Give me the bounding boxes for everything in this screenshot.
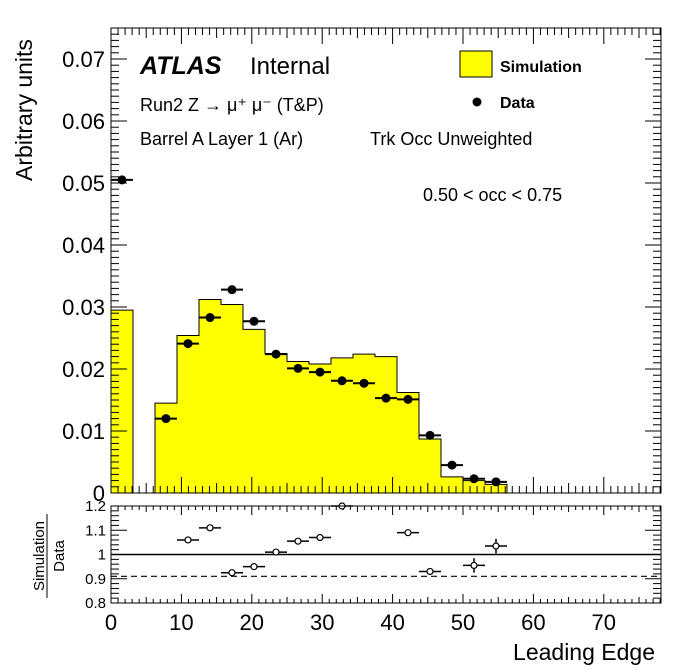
simulation-bar: [111, 310, 133, 493]
ratio-point: [470, 561, 478, 570]
ratio-point: [184, 536, 192, 544]
simulation-outline: [110, 299, 661, 494]
y-tick-label: 0.05: [62, 171, 105, 196]
x-tick-label: 60: [521, 610, 545, 635]
ratio-tick-label: 0.8: [85, 595, 106, 612]
data-point: [249, 316, 259, 326]
data-point: [117, 175, 127, 185]
simulation-bar: [419, 439, 441, 493]
y-tick-label: 0.04: [62, 233, 105, 258]
x-tick-label: 30: [310, 610, 334, 635]
ratio-tick-label: 1: [98, 547, 106, 564]
occ-range-label: 0.50 < occ < 0.75: [423, 185, 562, 205]
x-tick-label: 40: [380, 610, 404, 635]
legend-data-label: Data: [500, 95, 535, 112]
simulation-bar: [199, 299, 221, 493]
y-tick-label: 0.01: [62, 419, 105, 444]
y-tick-label: 0.02: [62, 357, 105, 382]
ratio-point: [492, 542, 500, 550]
ratio-point: [228, 569, 236, 577]
x-axis-label: Leading Edge: [513, 639, 655, 665]
ratio-point: [426, 567, 434, 576]
simulation-bar: [441, 476, 463, 493]
data-point: [271, 349, 281, 359]
ratio-point: [294, 537, 302, 545]
x-tick-label: 20: [240, 610, 264, 635]
weighting-label: Trk Occ Unweighted: [370, 129, 532, 149]
ratio-label-denominator: Data: [51, 540, 68, 572]
y-tick-label: 0.07: [62, 47, 105, 72]
data-point: [381, 393, 391, 403]
x-axis-ticks-ratio: [110, 506, 661, 603]
main-pad: 0 0.01 0.02 0.03 0.04 0.05 0.06 0.07 ATLAS Inte…: [11, 27, 662, 506]
main-plot-frame: [110, 27, 662, 494]
x-tick-label: 10: [169, 610, 193, 635]
y-axis-label: Arbitrary units: [11, 39, 37, 181]
simulation-bar: [331, 357, 353, 493]
legend-data-marker: [472, 97, 482, 107]
legend-simulation-swatch: [459, 50, 493, 78]
simulation-bar: [265, 353, 287, 493]
y-axis-label-text: Arbitrary units: [11, 39, 37, 181]
simulation-bar: [485, 484, 507, 493]
data-point: [227, 285, 237, 295]
x-tick-label: 70: [592, 610, 616, 635]
x-axis-ticks-main: [110, 28, 661, 493]
y-tick-label: 0.03: [62, 295, 105, 320]
ratio-point: [206, 524, 214, 532]
ratio-axis-ticks: 0.8 0.9 1 1.1 1.2: [85, 498, 661, 612]
y-tick-label: 0: [93, 481, 105, 506]
simulation-bar: [397, 392, 419, 493]
x-axis-tick-labels: 0 10 20 30 40 50 60 70: [105, 610, 616, 635]
x-tick-label: 50: [451, 610, 475, 635]
ratio-plot-frame: [110, 505, 662, 604]
x-tick-label: 0: [105, 610, 117, 635]
ratio-tick-label: 0.9: [85, 571, 106, 588]
data-points: [111, 175, 507, 487]
internal-label: Internal: [250, 53, 330, 80]
simulation-bar: [353, 354, 375, 493]
data-point: [161, 414, 171, 424]
data-point: [205, 313, 215, 323]
ratio-points: [177, 502, 507, 577]
data-point: [337, 376, 347, 386]
data-point: [359, 378, 369, 388]
data-point: [293, 363, 303, 373]
data-point: [315, 367, 325, 377]
data-point: [425, 430, 435, 440]
legend: Simulation Data: [459, 50, 582, 112]
ratio-tick-label: 1.1: [85, 522, 106, 539]
y-tick-label: 0.06: [62, 109, 105, 134]
data-point: [403, 394, 413, 404]
simulation-bar: [177, 335, 199, 493]
data-point: [491, 477, 501, 487]
atlas-label: ATLAS: [139, 52, 222, 80]
simulation-bar: [375, 356, 397, 493]
ratio-tick-label: 1.2: [85, 498, 106, 515]
simulation-histogram: [110, 299, 661, 494]
simulation-bar: [243, 329, 265, 493]
legend-simulation-label: Simulation: [500, 59, 582, 76]
ratio-point: [316, 533, 324, 542]
simulation-bar: [309, 364, 331, 493]
process-label: Run2 Z → μ⁺ μ⁻ (T&P): [140, 95, 324, 115]
y-axis-ticks: 0 0.01 0.02 0.03 0.04 0.05 0.06 0.07: [62, 27, 661, 506]
simulation-bar: [463, 480, 485, 493]
ratio-label-numerator: Simulation: [31, 521, 48, 591]
ratio-point: [404, 529, 412, 537]
ratio-point: [272, 548, 280, 556]
data-point: [183, 339, 193, 349]
simulation-bar: [221, 304, 243, 493]
region-label: Barrel A Layer 1 (Ar): [140, 129, 303, 149]
data-point: [447, 460, 457, 470]
data-point: [469, 474, 479, 484]
ratio-point: [250, 563, 258, 571]
simulation-bar: [155, 403, 177, 493]
simulation-bar: [287, 361, 309, 493]
ratio-pad: 0.8 0.9 1 1.1 1.2 Simulation Data 0 10 20 30 40 5…: [31, 498, 662, 665]
